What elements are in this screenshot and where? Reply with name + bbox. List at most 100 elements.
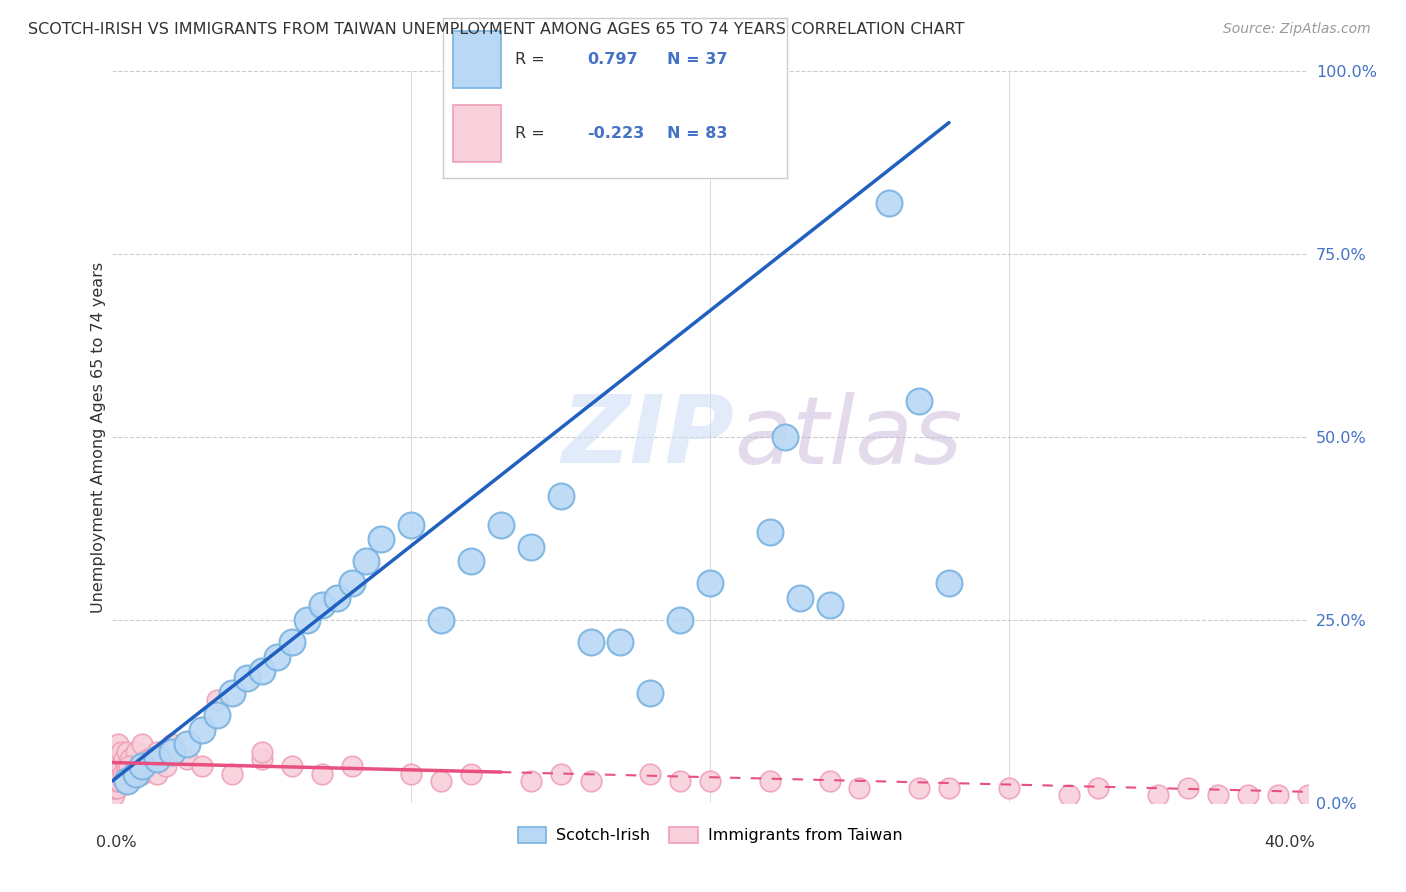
Point: [122, 759, 145, 773]
Y-axis label: Unemployment Among Ages 65 to 74 years: Unemployment Among Ages 65 to 74 years: [91, 261, 105, 613]
Point: [108, 752, 131, 766]
Point: [117, 759, 139, 773]
Point: [141, 752, 163, 766]
Text: R =: R =: [515, 52, 546, 67]
Bar: [453, 104, 502, 162]
Point: [118, 759, 141, 773]
Point: [125, 766, 148, 780]
Point: [908, 393, 931, 408]
Point: [105, 766, 128, 780]
Point: [1177, 781, 1199, 796]
Point: [489, 517, 512, 532]
Point: [401, 517, 423, 532]
Point: [221, 686, 243, 700]
Point: [908, 781, 931, 796]
Point: [640, 766, 662, 780]
Point: [250, 664, 273, 678]
Point: [104, 752, 127, 766]
Point: [101, 781, 124, 796]
Point: [311, 599, 333, 613]
Point: [115, 766, 138, 780]
Point: [103, 781, 125, 796]
Point: [340, 576, 363, 591]
Point: [818, 599, 841, 613]
Point: [430, 613, 453, 627]
Point: [550, 766, 572, 780]
Point: [125, 745, 148, 759]
Bar: [453, 30, 502, 88]
Point: [191, 723, 214, 737]
Point: [205, 693, 228, 707]
Point: [1267, 789, 1289, 803]
Point: [1087, 781, 1109, 796]
Point: [938, 781, 960, 796]
Point: [401, 766, 423, 780]
Point: [107, 759, 129, 773]
Point: [579, 635, 602, 649]
Point: [281, 759, 304, 773]
Point: [460, 766, 482, 780]
Point: [146, 745, 169, 759]
Point: [107, 737, 129, 751]
Point: [104, 759, 127, 773]
Point: [266, 649, 288, 664]
Point: [789, 591, 811, 605]
Point: [138, 752, 160, 766]
Point: [1237, 789, 1260, 803]
Point: [250, 752, 273, 766]
Point: [759, 773, 782, 788]
Point: [108, 773, 131, 788]
Point: [325, 591, 347, 605]
Point: [105, 781, 128, 796]
Point: [107, 766, 129, 780]
Point: [356, 554, 378, 568]
Point: [105, 752, 128, 766]
Point: [134, 759, 156, 773]
Point: [176, 737, 198, 751]
Point: [155, 759, 177, 773]
Text: SCOTCH-IRISH VS IMMIGRANTS FROM TAIWAN UNEMPLOYMENT AMONG AGES 65 TO 74 YEARS CO: SCOTCH-IRISH VS IMMIGRANTS FROM TAIWAN U…: [28, 22, 965, 37]
Point: [131, 759, 153, 773]
Point: [998, 781, 1021, 796]
Text: Source: ZipAtlas.com: Source: ZipAtlas.com: [1223, 22, 1371, 37]
Point: [250, 745, 273, 759]
Point: [103, 766, 125, 780]
Point: [520, 540, 543, 554]
Point: [103, 789, 125, 803]
Point: [520, 773, 543, 788]
Point: [121, 766, 143, 780]
Point: [938, 576, 960, 591]
Point: [550, 489, 572, 503]
Text: 0.0%: 0.0%: [96, 836, 136, 850]
Point: [110, 745, 132, 759]
Point: [105, 759, 128, 773]
Text: N = 83: N = 83: [666, 126, 727, 141]
Point: [114, 773, 136, 788]
Point: [120, 766, 142, 780]
Point: [162, 745, 183, 759]
Point: [110, 759, 132, 773]
Point: [640, 686, 662, 700]
Text: atlas: atlas: [734, 392, 962, 483]
Point: [117, 745, 139, 759]
Point: [848, 781, 870, 796]
Point: [103, 773, 125, 788]
Point: [699, 576, 721, 591]
Text: 40.0%: 40.0%: [1264, 836, 1315, 850]
Point: [609, 635, 631, 649]
Point: [162, 737, 183, 751]
Point: [104, 781, 127, 796]
Point: [146, 752, 169, 766]
Point: [105, 773, 128, 788]
Point: [221, 766, 243, 780]
Point: [111, 766, 134, 780]
Point: [699, 773, 721, 788]
Point: [340, 759, 363, 773]
Point: [117, 773, 139, 788]
Point: [879, 196, 901, 211]
Point: [128, 759, 150, 773]
Point: [1296, 789, 1319, 803]
Point: [1057, 789, 1080, 803]
Text: -0.223: -0.223: [588, 126, 645, 141]
Point: [1147, 789, 1170, 803]
